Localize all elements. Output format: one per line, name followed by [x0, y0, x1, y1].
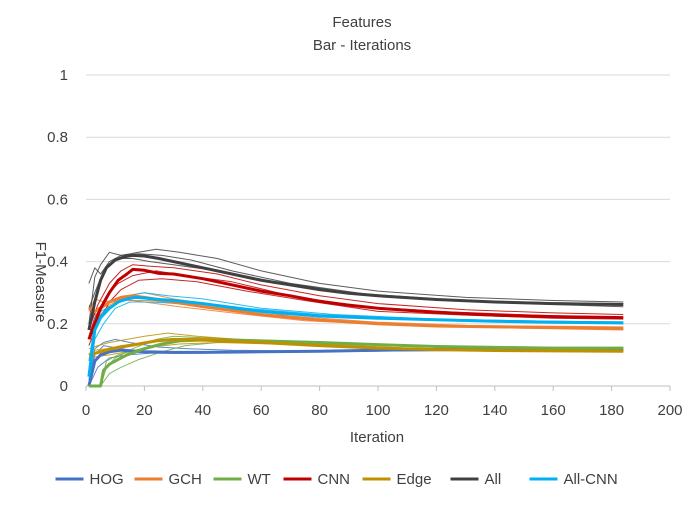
- y-tick-label: 0.6: [47, 191, 68, 208]
- x-tick-label: 40: [194, 402, 211, 419]
- series-line-gch: [88, 294, 624, 330]
- series-line-cnn: [87, 267, 624, 340]
- legend-label-gch: GCH: [169, 471, 202, 488]
- x-tick-label: 20: [136, 402, 153, 419]
- chart-title: Features: [332, 14, 391, 31]
- x-tick-label: 60: [253, 402, 270, 419]
- y-tick-label: 1: [60, 67, 68, 84]
- x-tick-label: 80: [311, 402, 328, 419]
- legend-label-cnn: CNN: [318, 471, 351, 488]
- series-line-all: [87, 253, 624, 331]
- legend-label-all-cnn: All-CNN: [564, 471, 618, 488]
- x-tick-label: 140: [482, 402, 507, 419]
- y-axis-title: F1-Measure: [32, 242, 49, 323]
- legend: HOG GCH WT CNN Edge All All-CNN: [55, 471, 618, 488]
- series-lines: [87, 248, 624, 388]
- legend-label-edge: Edge: [397, 471, 432, 488]
- series-run-cnn: [88, 264, 624, 331]
- series-line-all-cnn: [87, 295, 624, 377]
- chart-subtitle: Bar - Iterations: [313, 37, 411, 54]
- x-tick-label: 100: [365, 402, 390, 419]
- y-tick-label: 0.8: [47, 129, 68, 146]
- y-tick-label: 0: [60, 378, 68, 395]
- legend-label-wt: WT: [248, 471, 271, 488]
- legend-label-all: All: [485, 471, 502, 488]
- y-tick-label: 0.4: [47, 254, 68, 271]
- axes: 0 0.2 0.4 0.6 0.8 1 0 20 40 60 80 100 120 140 160 180 20…: [47, 67, 682, 419]
- y-tick-label: 0.2: [47, 316, 68, 333]
- series-line-edge: [88, 337, 624, 357]
- x-tick-label: 0: [82, 402, 90, 419]
- x-axis-title: Iteration: [350, 429, 404, 446]
- x-tick-label: 180: [599, 402, 624, 419]
- x-tick-label: 200: [657, 402, 682, 419]
- x-tick-label: 120: [424, 402, 449, 419]
- series-run-all: [88, 248, 624, 303]
- legend-label-hog: HOG: [90, 471, 124, 488]
- x-tick-label: 160: [541, 402, 566, 419]
